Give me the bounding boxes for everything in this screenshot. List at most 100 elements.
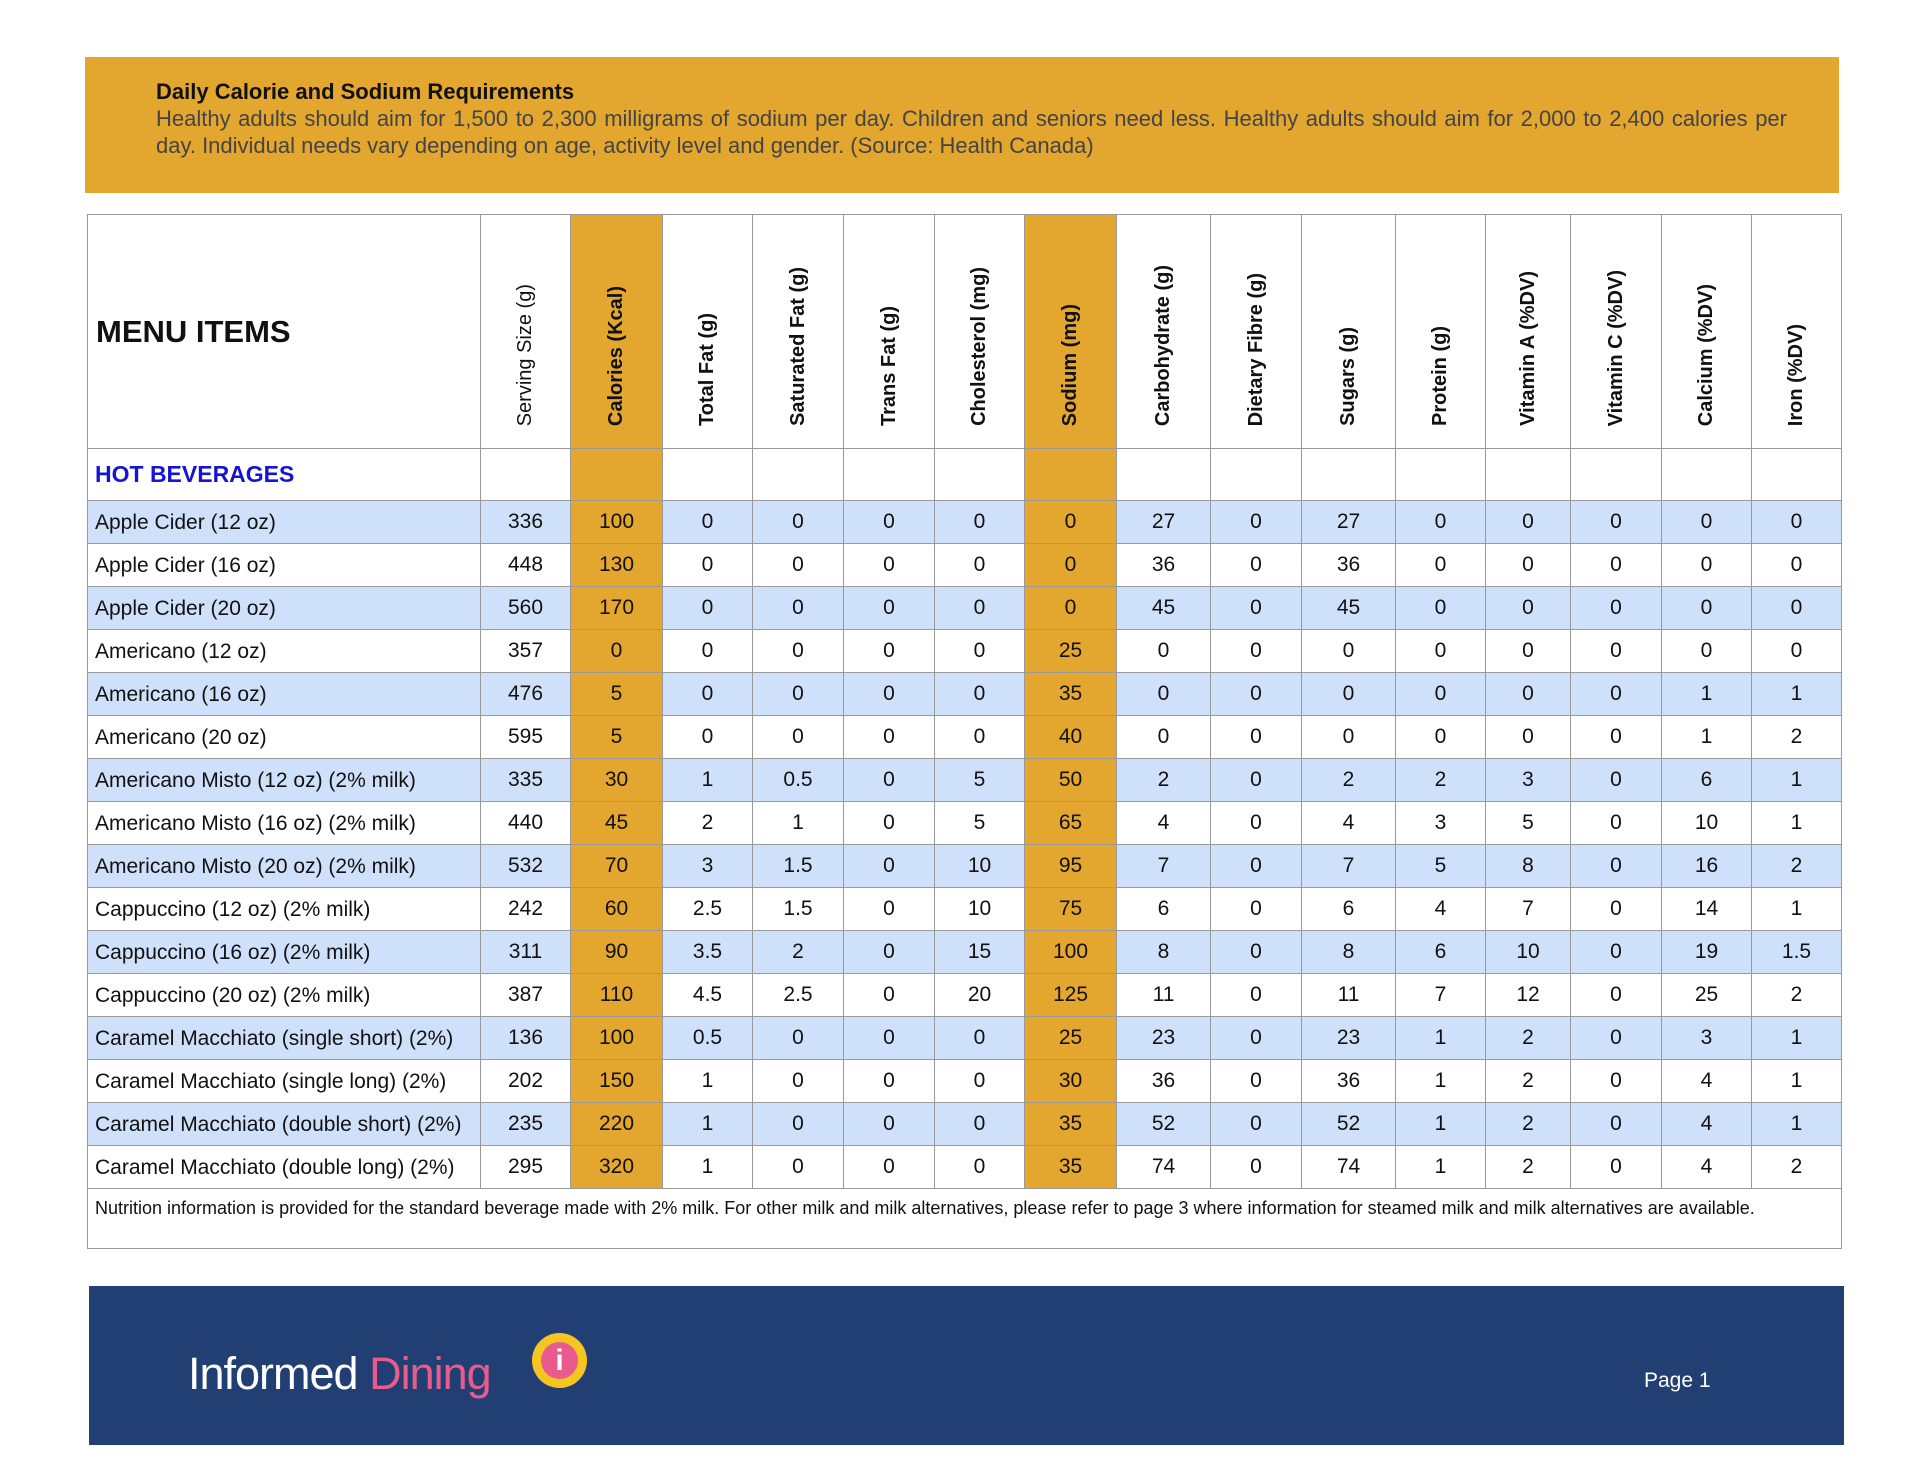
cell: 1 — [1751, 801, 1842, 845]
cell: 0 — [843, 844, 935, 888]
cell: 0 — [934, 1059, 1025, 1103]
empty-cell — [480, 448, 571, 501]
data-row: Caramel Macchiato (single long) (2%) 202 1… — [87, 1059, 1842, 1103]
cell: 0 — [752, 1145, 844, 1189]
cell: 7 — [1485, 887, 1571, 931]
cell: 11 — [1301, 973, 1396, 1017]
data-row: Americano Misto (12 oz) (2% milk) 335 30 1 0… — [87, 758, 1842, 802]
cell: 0 — [1570, 1059, 1662, 1103]
cell: 6 — [1395, 930, 1486, 974]
cell: 335 — [480, 758, 571, 802]
cell: 20 — [934, 973, 1025, 1017]
cell: 0 — [1210, 1145, 1302, 1189]
column-header: Sugars (g) — [1301, 214, 1396, 449]
cell: 45 — [1116, 586, 1211, 630]
data-row: Cappuccino (12 oz) (2% milk) 242 60 2.5 1.5 0… — [87, 887, 1842, 931]
cell: 100 — [1024, 930, 1117, 974]
column-header: Calcium (%DV) — [1661, 214, 1752, 449]
cell: 1 — [1661, 715, 1752, 759]
cell: 0 — [1210, 500, 1302, 544]
empty-cell — [1301, 448, 1396, 501]
cell: 0 — [1485, 586, 1571, 630]
cell: 1 — [1751, 672, 1842, 716]
cell: 1 — [662, 1102, 753, 1146]
cell: 1 — [1395, 1016, 1486, 1060]
cell: 4 — [1661, 1059, 1752, 1103]
cell: 1 — [1751, 887, 1842, 931]
cell: 1 — [752, 801, 844, 845]
column-header: Cholesterol (mg) — [934, 214, 1025, 449]
column-header: Protein (g) — [1395, 214, 1486, 449]
page-number: Page 1 — [1644, 1369, 1711, 1392]
cell: 0 — [662, 715, 753, 759]
cell: 0 — [843, 1016, 935, 1060]
cell: 10 — [934, 844, 1025, 888]
data-row: Americano (20 oz) 595 5 0 0 0 0 40 0 0 0 0 0 0 1 2 — [87, 715, 1842, 759]
column-header: Vitamin A (%DV) — [1485, 214, 1571, 449]
cell: 2.5 — [662, 887, 753, 931]
cell: 0 — [843, 1059, 935, 1103]
cell: 0 — [843, 672, 935, 716]
data-row: Apple Cider (16 oz) 448 130 0 0 0 0 0 36 0 36 0 0 0 0 0 — [87, 543, 1842, 587]
empty-cell — [1485, 448, 1571, 501]
cell: 595 — [480, 715, 571, 759]
empty-cell — [843, 448, 935, 501]
column-label: Total Fat (g) — [696, 313, 718, 426]
cell: 6 — [1116, 887, 1211, 931]
cell: 2.5 — [752, 973, 844, 1017]
cell: 52 — [1301, 1102, 1396, 1146]
cell: 6 — [1301, 887, 1396, 931]
cell: 110 — [570, 973, 663, 1017]
cell: 0 — [1570, 758, 1662, 802]
cell: 2 — [1301, 758, 1396, 802]
cell: 0 — [1210, 629, 1302, 673]
cell: 0.5 — [752, 758, 844, 802]
data-row: Cappuccino (16 oz) (2% milk) 311 90 3.5 2 0 15… — [87, 930, 1842, 974]
section-row: HOT BEVERAGES — [87, 448, 1842, 501]
cell: 36 — [1301, 1059, 1396, 1103]
cell: 0 — [843, 586, 935, 630]
cell: 2 — [1751, 973, 1842, 1017]
cell: 0 — [662, 500, 753, 544]
cell: 7 — [1116, 844, 1211, 888]
footer: Informed Dining i Page 1 — [89, 1286, 1844, 1445]
column-header: Carbohydrate (g) — [1116, 214, 1211, 449]
cell: 4.5 — [662, 973, 753, 1017]
cell: 0 — [1395, 500, 1486, 544]
cell: 2 — [1485, 1102, 1571, 1146]
cell: 0 — [843, 1145, 935, 1189]
logo-icon: i — [532, 1333, 587, 1388]
item-name: Apple Cider (20 oz) — [87, 586, 481, 630]
cell: 0 — [570, 629, 663, 673]
column-header: Calories (Kcal) — [570, 214, 663, 449]
cell: 0 — [1210, 715, 1302, 759]
cell: 0 — [1570, 543, 1662, 587]
cell: 1 — [662, 758, 753, 802]
item-name: Apple Cider (16 oz) — [87, 543, 481, 587]
cell: 45 — [570, 801, 663, 845]
cell: 7 — [1301, 844, 1396, 888]
cell: 27 — [1116, 500, 1211, 544]
cell: 0 — [1570, 715, 1662, 759]
cell: 0 — [1301, 629, 1396, 673]
column-label: Serving Size (g) — [514, 283, 536, 426]
cell: 25 — [1661, 973, 1752, 1017]
item-name: Caramel Macchiato (single short) (2%) — [87, 1016, 481, 1060]
cell: 75 — [1024, 887, 1117, 931]
cell: 0 — [1395, 715, 1486, 759]
cell: 0 — [934, 543, 1025, 587]
cell: 0 — [752, 1102, 844, 1146]
cell: 448 — [480, 543, 571, 587]
column-header: Sodium (mg) — [1024, 214, 1117, 449]
empty-cell — [1751, 448, 1842, 501]
banner-title: Daily Calorie and Sodium Requirements — [156, 79, 575, 104]
cell: 0 — [1116, 672, 1211, 716]
cell: 0 — [1024, 543, 1117, 587]
cell: 0 — [1570, 1145, 1662, 1189]
cell: 0 — [662, 543, 753, 587]
cell: 8 — [1485, 844, 1571, 888]
cell: 336 — [480, 500, 571, 544]
cell: 0 — [1210, 758, 1302, 802]
cell: 0 — [1116, 629, 1211, 673]
cell: 0 — [843, 715, 935, 759]
